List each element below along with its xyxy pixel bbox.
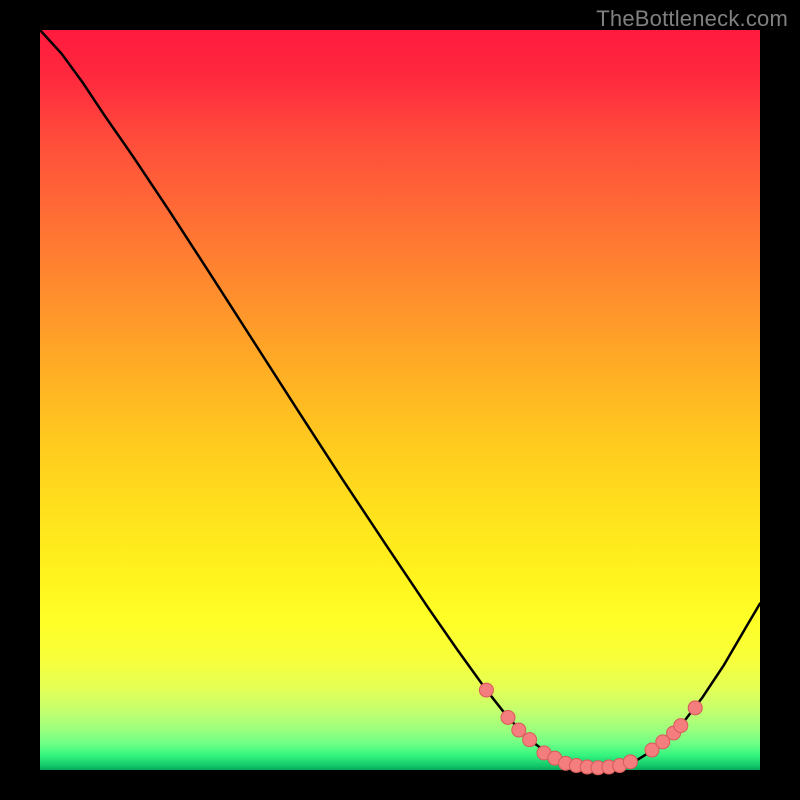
data-point — [479, 683, 493, 697]
data-point — [512, 723, 526, 737]
watermark-text: TheBottleneck.com — [596, 6, 788, 32]
data-point — [623, 755, 637, 769]
chart-frame: TheBottleneck.com — [0, 0, 800, 800]
data-point — [688, 701, 702, 715]
bottleneck-chart — [0, 0, 800, 800]
data-point — [501, 710, 515, 724]
data-point — [674, 719, 688, 733]
plot-background — [40, 30, 760, 770]
data-point — [523, 733, 537, 747]
